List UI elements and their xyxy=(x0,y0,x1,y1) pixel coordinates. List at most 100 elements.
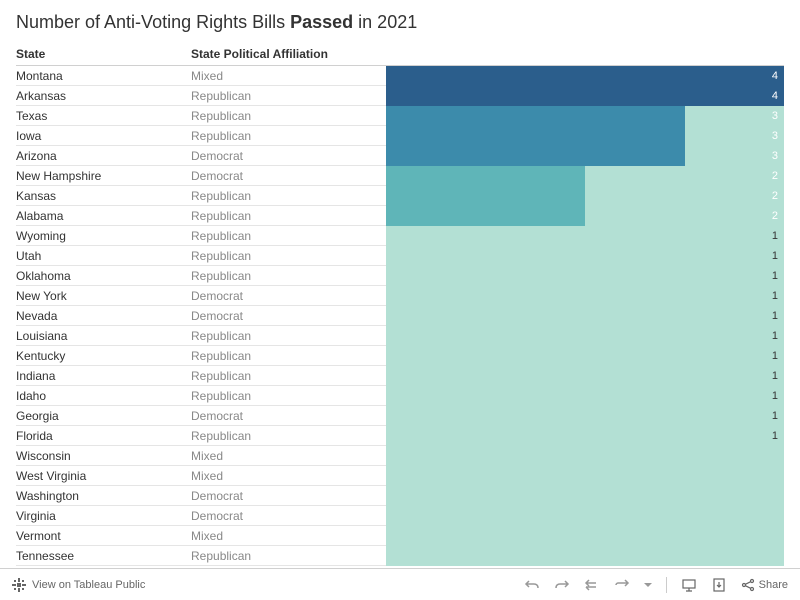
bar-value: 4 xyxy=(772,90,778,102)
cell-affiliation: Democrat xyxy=(191,169,386,183)
bar-fill xyxy=(386,186,585,206)
table-row[interactable]: VirginiaDemocrat xyxy=(16,506,784,526)
bar-background xyxy=(386,466,784,486)
cell-bar: 1 xyxy=(386,226,784,246)
revert-icon[interactable] xyxy=(584,577,600,593)
column-header-state: State xyxy=(16,47,191,61)
cell-state: Alabama xyxy=(16,209,191,223)
cell-affiliation: Republican xyxy=(191,389,386,403)
cell-state: Nevada xyxy=(16,309,191,323)
table-row[interactable]: TennesseeRepublican xyxy=(16,546,784,566)
bar-fill xyxy=(386,326,486,346)
cell-affiliation: Democrat xyxy=(191,309,386,323)
table-row[interactable]: WashingtonDemocrat xyxy=(16,486,784,506)
bar-value: 1 xyxy=(772,390,778,402)
cell-bar xyxy=(386,506,784,526)
page-title: Number of Anti-Voting Rights Bills Passe… xyxy=(16,12,784,33)
bar-value: 1 xyxy=(772,250,778,262)
download-icon[interactable] xyxy=(711,577,727,593)
table-row[interactable]: IowaRepublican3 xyxy=(16,126,784,146)
bar-fill xyxy=(386,166,585,186)
share-button[interactable]: Share xyxy=(741,578,788,592)
undo-icon[interactable] xyxy=(524,577,540,593)
table-row[interactable]: VermontMixed xyxy=(16,526,784,546)
table-row[interactable]: OklahomaRepublican1 xyxy=(16,266,784,286)
bar-fill xyxy=(386,206,585,226)
cell-bar: 1 xyxy=(386,266,784,286)
bar-fill xyxy=(386,226,486,246)
redo-icon[interactable] xyxy=(554,577,570,593)
table-row[interactable]: ArizonaDemocrat3 xyxy=(16,146,784,166)
cell-state: Utah xyxy=(16,249,191,263)
dropdown-icon[interactable] xyxy=(644,581,652,589)
table-row[interactable]: IndianaRepublican1 xyxy=(16,366,784,386)
cell-state: Indiana xyxy=(16,369,191,383)
tableau-logo-icon[interactable] xyxy=(12,578,26,592)
cell-affiliation: Republican xyxy=(191,209,386,223)
cell-bar: 4 xyxy=(386,66,784,86)
table-row[interactable]: ArkansasRepublican 4 xyxy=(16,86,784,106)
cell-state: New Hampshire xyxy=(16,169,191,183)
cell-state: Georgia xyxy=(16,409,191,423)
cell-bar xyxy=(386,526,784,546)
bar-value: 3 xyxy=(772,150,778,162)
refresh-icon[interactable] xyxy=(614,577,630,593)
bar-fill xyxy=(386,286,486,306)
toolbar: View on Tableau Public xyxy=(0,568,800,600)
table-row[interactable]: NevadaDemocrat1 xyxy=(16,306,784,326)
table-row[interactable]: MontanaMixed4 xyxy=(16,66,784,86)
cell-state: Oklahoma xyxy=(16,269,191,283)
bar-value: 1 xyxy=(772,230,778,242)
bar-fill xyxy=(386,246,486,266)
cell-affiliation: Republican xyxy=(191,429,386,443)
cell-affiliation: Republican xyxy=(191,249,386,263)
view-on-tableau-link[interactable]: View on Tableau Public xyxy=(32,579,145,591)
table-row[interactable]: KentuckyRepublican1 xyxy=(16,346,784,366)
cell-bar xyxy=(386,466,784,486)
cell-state: Virginia xyxy=(16,509,191,523)
table-row[interactable]: TexasRepublican3 xyxy=(16,106,784,126)
header: Number of Anti-Voting Rights Bills Passe… xyxy=(0,0,800,41)
bar-fill xyxy=(386,126,685,146)
title-suffix: in 2021 xyxy=(353,12,417,32)
cell-affiliation: Democrat xyxy=(191,509,386,523)
table-row[interactable]: AlabamaRepublican2 xyxy=(16,206,784,226)
cell-bar: 2 xyxy=(386,186,784,206)
table-row[interactable]: New YorkDemocrat1 xyxy=(16,286,784,306)
table-row[interactable]: West VirginiaMixed xyxy=(16,466,784,486)
presentation-icon[interactable] xyxy=(681,577,697,593)
table-row[interactable]: LouisianaRepublican1 xyxy=(16,326,784,346)
share-label: Share xyxy=(759,579,788,591)
cell-affiliation: Mixed xyxy=(191,469,386,483)
cell-state: Wisconsin xyxy=(16,449,191,463)
bar-value: 1 xyxy=(772,290,778,302)
cell-state: Louisiana xyxy=(16,329,191,343)
bar-fill xyxy=(386,406,486,426)
cell-bar xyxy=(386,486,784,506)
cell-affiliation: Mixed xyxy=(191,69,386,83)
table-row[interactable]: FloridaRepublican1 xyxy=(16,426,784,446)
table-row[interactable]: KansasRepublican2 xyxy=(16,186,784,206)
table-row[interactable]: WyomingRepublican1 xyxy=(16,226,784,246)
cell-state: Arkansas xyxy=(16,89,191,103)
table-row[interactable]: GeorgiaDemocrat1 xyxy=(16,406,784,426)
cell-affiliation: Mixed xyxy=(191,529,386,543)
bar-background xyxy=(386,506,784,526)
cell-affiliation: Republican xyxy=(191,89,386,103)
table-row[interactable]: UtahRepublican 1 xyxy=(16,246,784,266)
cell-state: Kentucky xyxy=(16,349,191,363)
table-row[interactable]: WisconsinMixed xyxy=(16,446,784,466)
table-row[interactable]: New HampshireDemocrat2 xyxy=(16,166,784,186)
toolbar-right: Share xyxy=(524,577,788,593)
cell-state: Arizona xyxy=(16,149,191,163)
table-row[interactable]: IdahoRepublican1 xyxy=(16,386,784,406)
bar-value: 1 xyxy=(772,430,778,442)
bar-fill xyxy=(386,86,784,106)
title-bold: Passed xyxy=(290,12,353,32)
cell-state: West Virginia xyxy=(16,469,191,483)
cell-affiliation: Democrat xyxy=(191,409,386,423)
cell-affiliation: Republican xyxy=(191,109,386,123)
cell-bar: 1 xyxy=(386,286,784,306)
bar-fill xyxy=(386,66,784,86)
cell-bar: 1 xyxy=(386,306,784,326)
